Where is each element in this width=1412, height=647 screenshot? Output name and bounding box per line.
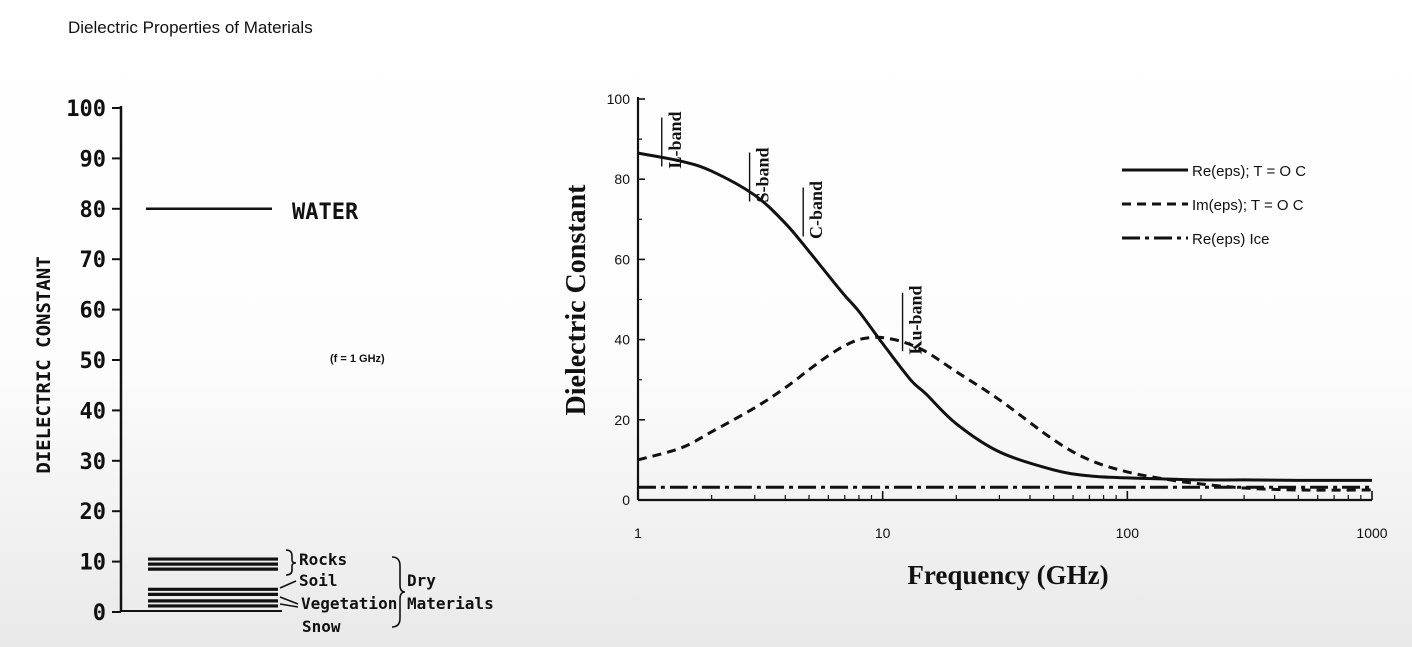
right-y-tick-label: 60	[614, 251, 630, 267]
left-level-lines	[121, 207, 282, 612]
left-y-tick-label: 90	[80, 147, 107, 172]
legend: Re(eps); T = O C Im(eps); T = O C Re(eps) …	[1122, 163, 1306, 248]
left-y-tick-label: 30	[80, 450, 107, 475]
series-line-1	[637, 151, 1372, 482]
left-y-tick-label: 80	[80, 198, 107, 223]
legend-label: Re(eps) Ice	[1192, 231, 1270, 248]
left-y-tick-label: 10	[80, 551, 107, 576]
right-y-tick-label: 80	[614, 171, 630, 187]
left-y-tick-label: 70	[80, 248, 107, 273]
band-label: S-band	[753, 147, 773, 202]
left-y-tick-label: 50	[80, 349, 107, 374]
band-label: Ku-band	[906, 285, 926, 354]
right-y-tick-label: 40	[614, 332, 630, 348]
left-y-tick-label: 100	[66, 97, 106, 122]
right-chart: Dielectric Constant Frequency (GHz) 0 20 4…	[561, 91, 1388, 590]
right-x-tick-label: 100	[1116, 525, 1140, 541]
left-y-tick-label: 40	[80, 399, 107, 424]
right-y-tick-label: 20	[614, 412, 630, 428]
left-y-tick-label: 20	[80, 500, 107, 525]
band-label: L-band	[665, 111, 685, 168]
band-labels: L-band S-band C-band Ku-band	[661, 111, 926, 355]
band-label: C-band	[806, 181, 826, 239]
water-label: WATER	[292, 200, 359, 225]
right-x-tick-label: 10	[875, 525, 891, 541]
right-y-axis-label: Dielectric Constant	[561, 184, 592, 416]
left-chart: DIELECTRIC CONSTANT 0 10 20 30 40 50 60 70 80 90 1…	[33, 97, 494, 636]
frequency-annotation: (f = 1 GHz)	[330, 353, 385, 365]
snow-label: Snow	[302, 617, 341, 636]
series-lines	[637, 151, 1373, 492]
dry-label: Dry	[407, 571, 436, 590]
series-line-2	[637, 335, 1373, 492]
legend-label: Im(eps); T = O C	[1192, 197, 1304, 214]
right-x-axis-label: Frequency (GHz)	[907, 560, 1108, 590]
rocks-brace	[285, 549, 297, 576]
page-title: Dielectric Properties of Materials	[68, 18, 313, 37]
materials-label: Materials	[407, 594, 494, 613]
left-y-tick-label: 60	[80, 299, 107, 324]
vegetation-pointer	[279, 596, 299, 608]
right-x-tick-label: 1	[634, 525, 642, 541]
right-x-tick-label: 1000	[1356, 525, 1387, 541]
right-y-tick-label: 0	[622, 492, 630, 508]
soil-pointer	[279, 580, 297, 589]
left-y-tick-label: 0	[93, 601, 106, 626]
left-y-ticks: 0 10 20 30 40 50 60 70 80 90 100	[66, 97, 121, 626]
right-axis-ticks: 0 20 40 60 80 100 1 10 100 1000	[607, 91, 1388, 541]
vegetation-label: Vegetation	[301, 594, 397, 613]
legend-label: Re(eps); T = O C	[1192, 163, 1306, 180]
left-y-axis-label: DIELECTRIC CONSTANT	[33, 256, 55, 473]
right-y-tick-label: 100	[607, 91, 631, 107]
rocks-label: Rocks	[299, 550, 347, 569]
soil-label: Soil	[299, 571, 338, 590]
dry-materials-brace	[391, 556, 406, 628]
